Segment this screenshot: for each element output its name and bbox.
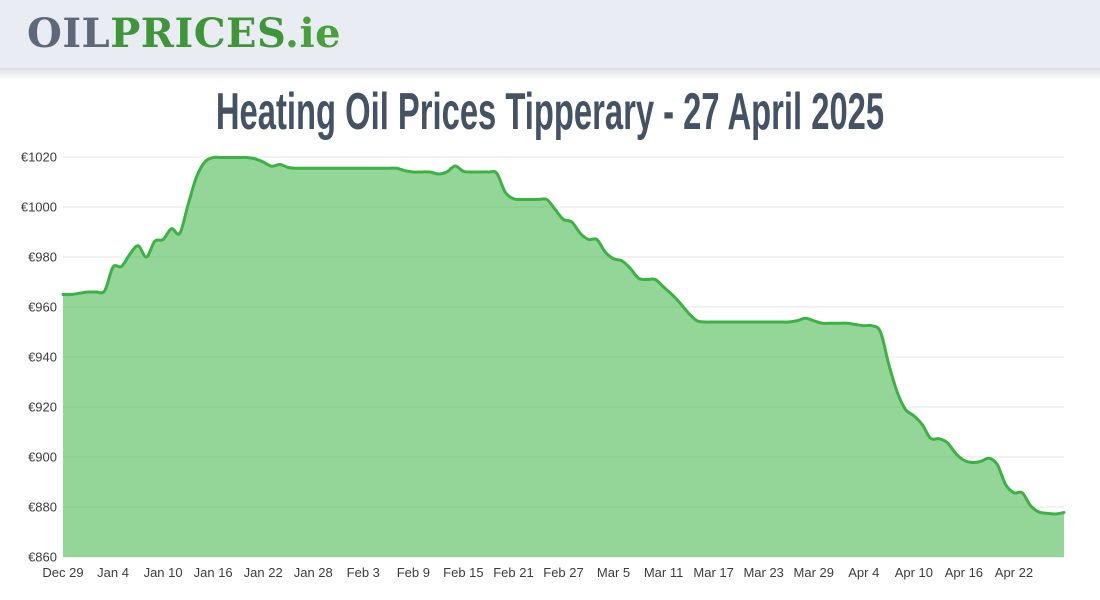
y-axis-tick-label: €940	[28, 350, 57, 365]
logo-text-ie: .ie	[285, 10, 342, 57]
y-axis-tick-label: €860	[28, 550, 57, 565]
y-axis-tick-label: €980	[28, 250, 57, 265]
x-axis-tick-label: Feb 3	[347, 565, 380, 580]
x-axis-tick-label: Feb 21	[493, 565, 533, 580]
y-axis-tick-label: €960	[28, 300, 57, 315]
y-axis-tick-label: €920	[28, 400, 57, 415]
x-axis-tick-label: Mar 23	[743, 565, 783, 580]
page-title: Heating Oil Prices Tipperary - 27 April …	[215, 83, 885, 141]
x-axis-tick-label: Feb 27	[543, 565, 583, 580]
price-area-fill	[63, 157, 1064, 557]
x-axis-tick-label: Feb 15	[443, 565, 483, 580]
x-axis-tick-label: Jan 10	[144, 565, 183, 580]
y-axis-tick-label: €900	[28, 450, 57, 465]
x-axis-tick-label: Apr 10	[895, 565, 933, 580]
x-axis-labels: Dec 29 Jan 4 Jan 10 Jan 16 Jan 22 Jan 28 Feb 3…	[42, 565, 1033, 580]
x-axis-tick-label: Mar 5	[597, 565, 630, 580]
x-axis-tick-label: Mar 29	[794, 565, 834, 580]
y-axis-tick-label: €1020	[21, 150, 57, 165]
x-axis-tick-label: Jan 28	[294, 565, 333, 580]
x-axis-tick-label: Dec 29	[42, 565, 83, 580]
x-axis-tick-label: Jan 22	[244, 565, 283, 580]
logo-text-oil: OIL	[27, 10, 111, 57]
x-axis-tick-label: Feb 9	[397, 565, 430, 580]
x-axis-tick-label: Apr 4	[848, 565, 879, 580]
x-axis-tick-label: Jan 4	[97, 565, 129, 580]
site-logo[interactable]: OILPRICES.ie	[27, 0, 341, 68]
x-axis-tick-label: Jan 16	[194, 565, 233, 580]
price-line	[61, 155, 1066, 516]
x-axis-tick-label: Apr 22	[995, 565, 1033, 580]
x-axis-tick-label: Mar 17	[693, 565, 733, 580]
y-axis-tick-label: €1000	[21, 200, 57, 215]
logo-text-prices: PRICES	[110, 10, 286, 57]
y-axis-tick-label: €880	[28, 500, 57, 515]
x-axis-tick-label: Apr 16	[945, 565, 983, 580]
y-axis-labels: €860 €880 €900 €920 €940 €960 €980 €1000 €1020	[21, 150, 57, 565]
x-axis-tick-label: Mar 11	[644, 565, 684, 580]
